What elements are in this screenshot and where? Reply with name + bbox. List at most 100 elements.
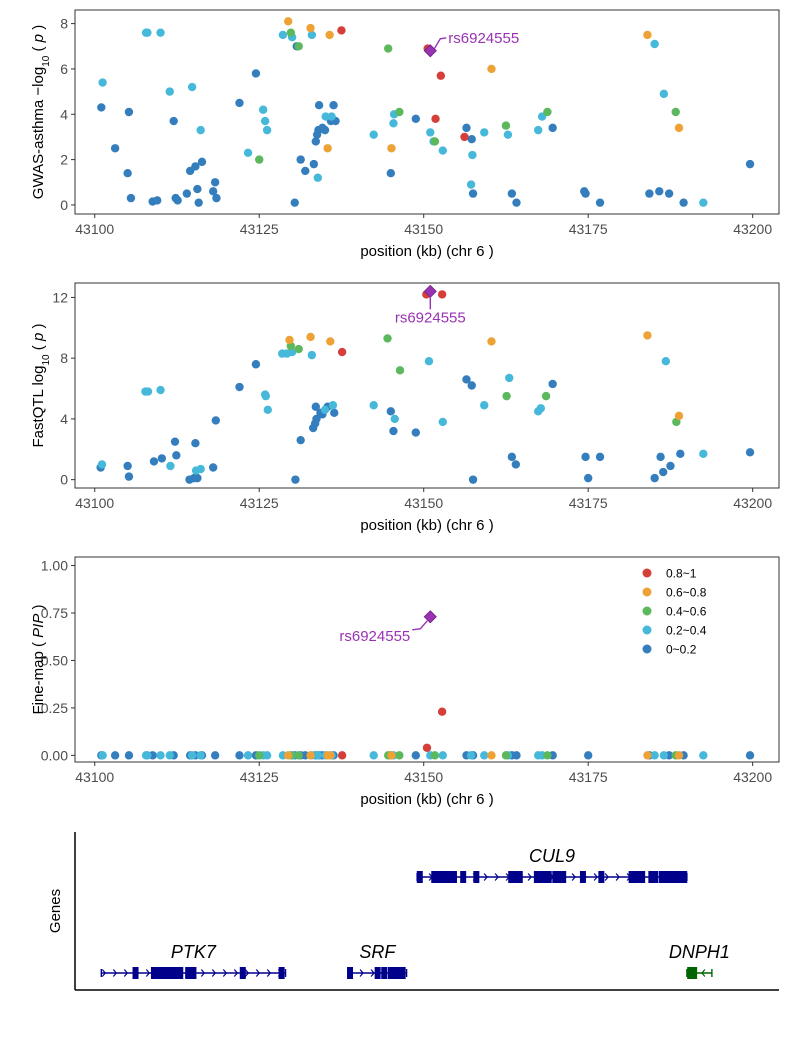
snp-point (438, 417, 447, 427)
exon (658, 871, 665, 883)
snp-point (745, 448, 755, 457)
exon (156, 967, 163, 979)
strand-arrow (200, 969, 206, 977)
gene-cul9: CUL9 (416, 846, 688, 883)
snp-point (251, 69, 261, 78)
strand-arrow (571, 873, 576, 881)
x-tick-label: 43150 (404, 495, 443, 511)
snp-point (306, 23, 315, 33)
snp-point (323, 144, 332, 153)
snp-point (312, 414, 321, 424)
strand-arrow (145, 969, 151, 977)
x-tick-label: 43175 (569, 769, 608, 785)
snp-point (512, 198, 521, 207)
snp-point (97, 460, 107, 469)
y-axis-title: Fine-map ( PIP ) (30, 604, 47, 714)
snp-point (745, 751, 755, 760)
gene-ptk7: PTK7 (100, 942, 287, 979)
exon (416, 871, 423, 883)
snp-point (676, 449, 685, 459)
x-axis-title: position (kb) (chr 6 ) (360, 791, 493, 808)
x-tick-label: 43200 (733, 495, 772, 511)
x-axis-title: position (kb) (chr 6 ) (360, 517, 493, 534)
snp-point (467, 135, 476, 144)
snp-point (460, 132, 469, 142)
snp-point (110, 144, 120, 153)
snp-point (581, 452, 590, 462)
snp-point (124, 751, 134, 760)
snp-point (431, 114, 440, 124)
legend-swatch (642, 625, 652, 635)
snp-point (386, 407, 396, 416)
exon (633, 871, 640, 883)
legend-label: 0.4~0.6 (666, 605, 707, 619)
snp-point (438, 751, 447, 760)
snp-point (505, 373, 514, 383)
snp-point (235, 98, 244, 108)
snp-point (169, 116, 178, 126)
lead-snp-label: rs6924555 (395, 309, 466, 326)
strand-arrow (255, 969, 261, 977)
snp-point (422, 743, 432, 752)
snp-point (326, 751, 335, 760)
exon (168, 967, 175, 979)
snp-point (283, 17, 293, 26)
lead-snp-leader (433, 37, 447, 50)
exon (374, 967, 381, 979)
x-tick-label: 43100 (75, 221, 114, 237)
x-tick-label: 43100 (75, 495, 114, 511)
x-tick-label: 43100 (75, 769, 114, 785)
legend-label: 0.6~0.8 (666, 586, 707, 600)
snp-point (661, 357, 671, 366)
exon (560, 871, 567, 883)
exon (508, 871, 515, 883)
snp-point (314, 101, 324, 110)
lead-snp-leader (412, 620, 428, 631)
snp-point (124, 107, 134, 117)
snp-point (487, 64, 496, 74)
snp-point (166, 461, 175, 471)
exon (648, 871, 655, 883)
exon (552, 871, 559, 883)
exon (387, 967, 394, 979)
strand-arrow (222, 969, 228, 977)
snp-point (337, 347, 347, 357)
snp-point (294, 344, 303, 354)
exon (431, 871, 438, 883)
snp-point (533, 125, 543, 135)
snp-point (251, 360, 261, 369)
snp-point (395, 107, 404, 117)
panel-2: 43100 43125 43150 43175 43200 0 4 8 12 position (… (30, 282, 780, 534)
exon (681, 871, 688, 883)
snp-point (307, 30, 317, 40)
snp-point (143, 28, 152, 37)
exon (556, 871, 563, 883)
snp-point (462, 375, 471, 384)
snp-point (430, 137, 440, 146)
snp-point (659, 89, 669, 99)
exon (687, 967, 694, 979)
snp-point (468, 150, 477, 160)
ld-legend: 0.8~1 0.6~0.8 0.4~0.6 0.2~0.4 0~0.2 (642, 567, 707, 657)
exon (537, 871, 544, 883)
exon (160, 967, 167, 979)
snp-point (411, 751, 421, 760)
snp-point (411, 428, 421, 437)
snp-point (262, 751, 272, 760)
snp-point (699, 751, 708, 760)
gene-label: SRF (359, 942, 396, 962)
snp-point (383, 334, 392, 343)
gene-label: DNPH1 (669, 942, 730, 962)
x-tick-label: 43175 (569, 221, 608, 237)
snp-point (386, 169, 396, 178)
snp-point (487, 337, 496, 346)
y-tick-label: 2 (60, 152, 68, 168)
snp-point (643, 751, 652, 760)
snp-point (389, 426, 398, 436)
snp-point (369, 401, 378, 410)
snp-point (548, 379, 557, 389)
snp-point (656, 452, 665, 462)
strand-arrow (266, 969, 272, 977)
snp-point (679, 198, 688, 207)
snp-point (307, 350, 317, 360)
